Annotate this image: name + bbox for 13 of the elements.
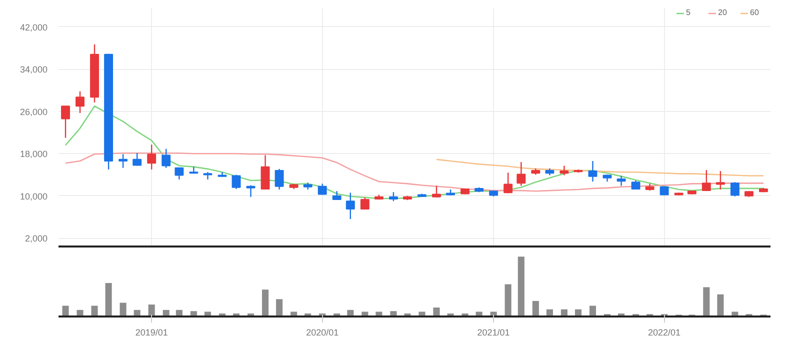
y-tick-label: 18,000 [20,149,48,160]
legend-label: 5 [686,8,692,17]
y-tick-label: 10,000 [20,191,48,202]
x-tick-label: 2022/01 [648,328,681,338]
legend-label: 20 [718,8,728,17]
x-tick-label: 2021/01 [477,328,510,338]
y-tick-label: 42,000 [20,22,48,32]
y-tick-label: 26,000 [20,106,48,117]
legend-label: 60 [750,8,760,17]
y-tick-label: 34,000 [20,64,48,75]
x-tick-label: 2020/01 [306,328,339,338]
y-tick-label: 2,000 [24,234,48,244]
x-tick-label: 2019/01 [135,328,168,338]
